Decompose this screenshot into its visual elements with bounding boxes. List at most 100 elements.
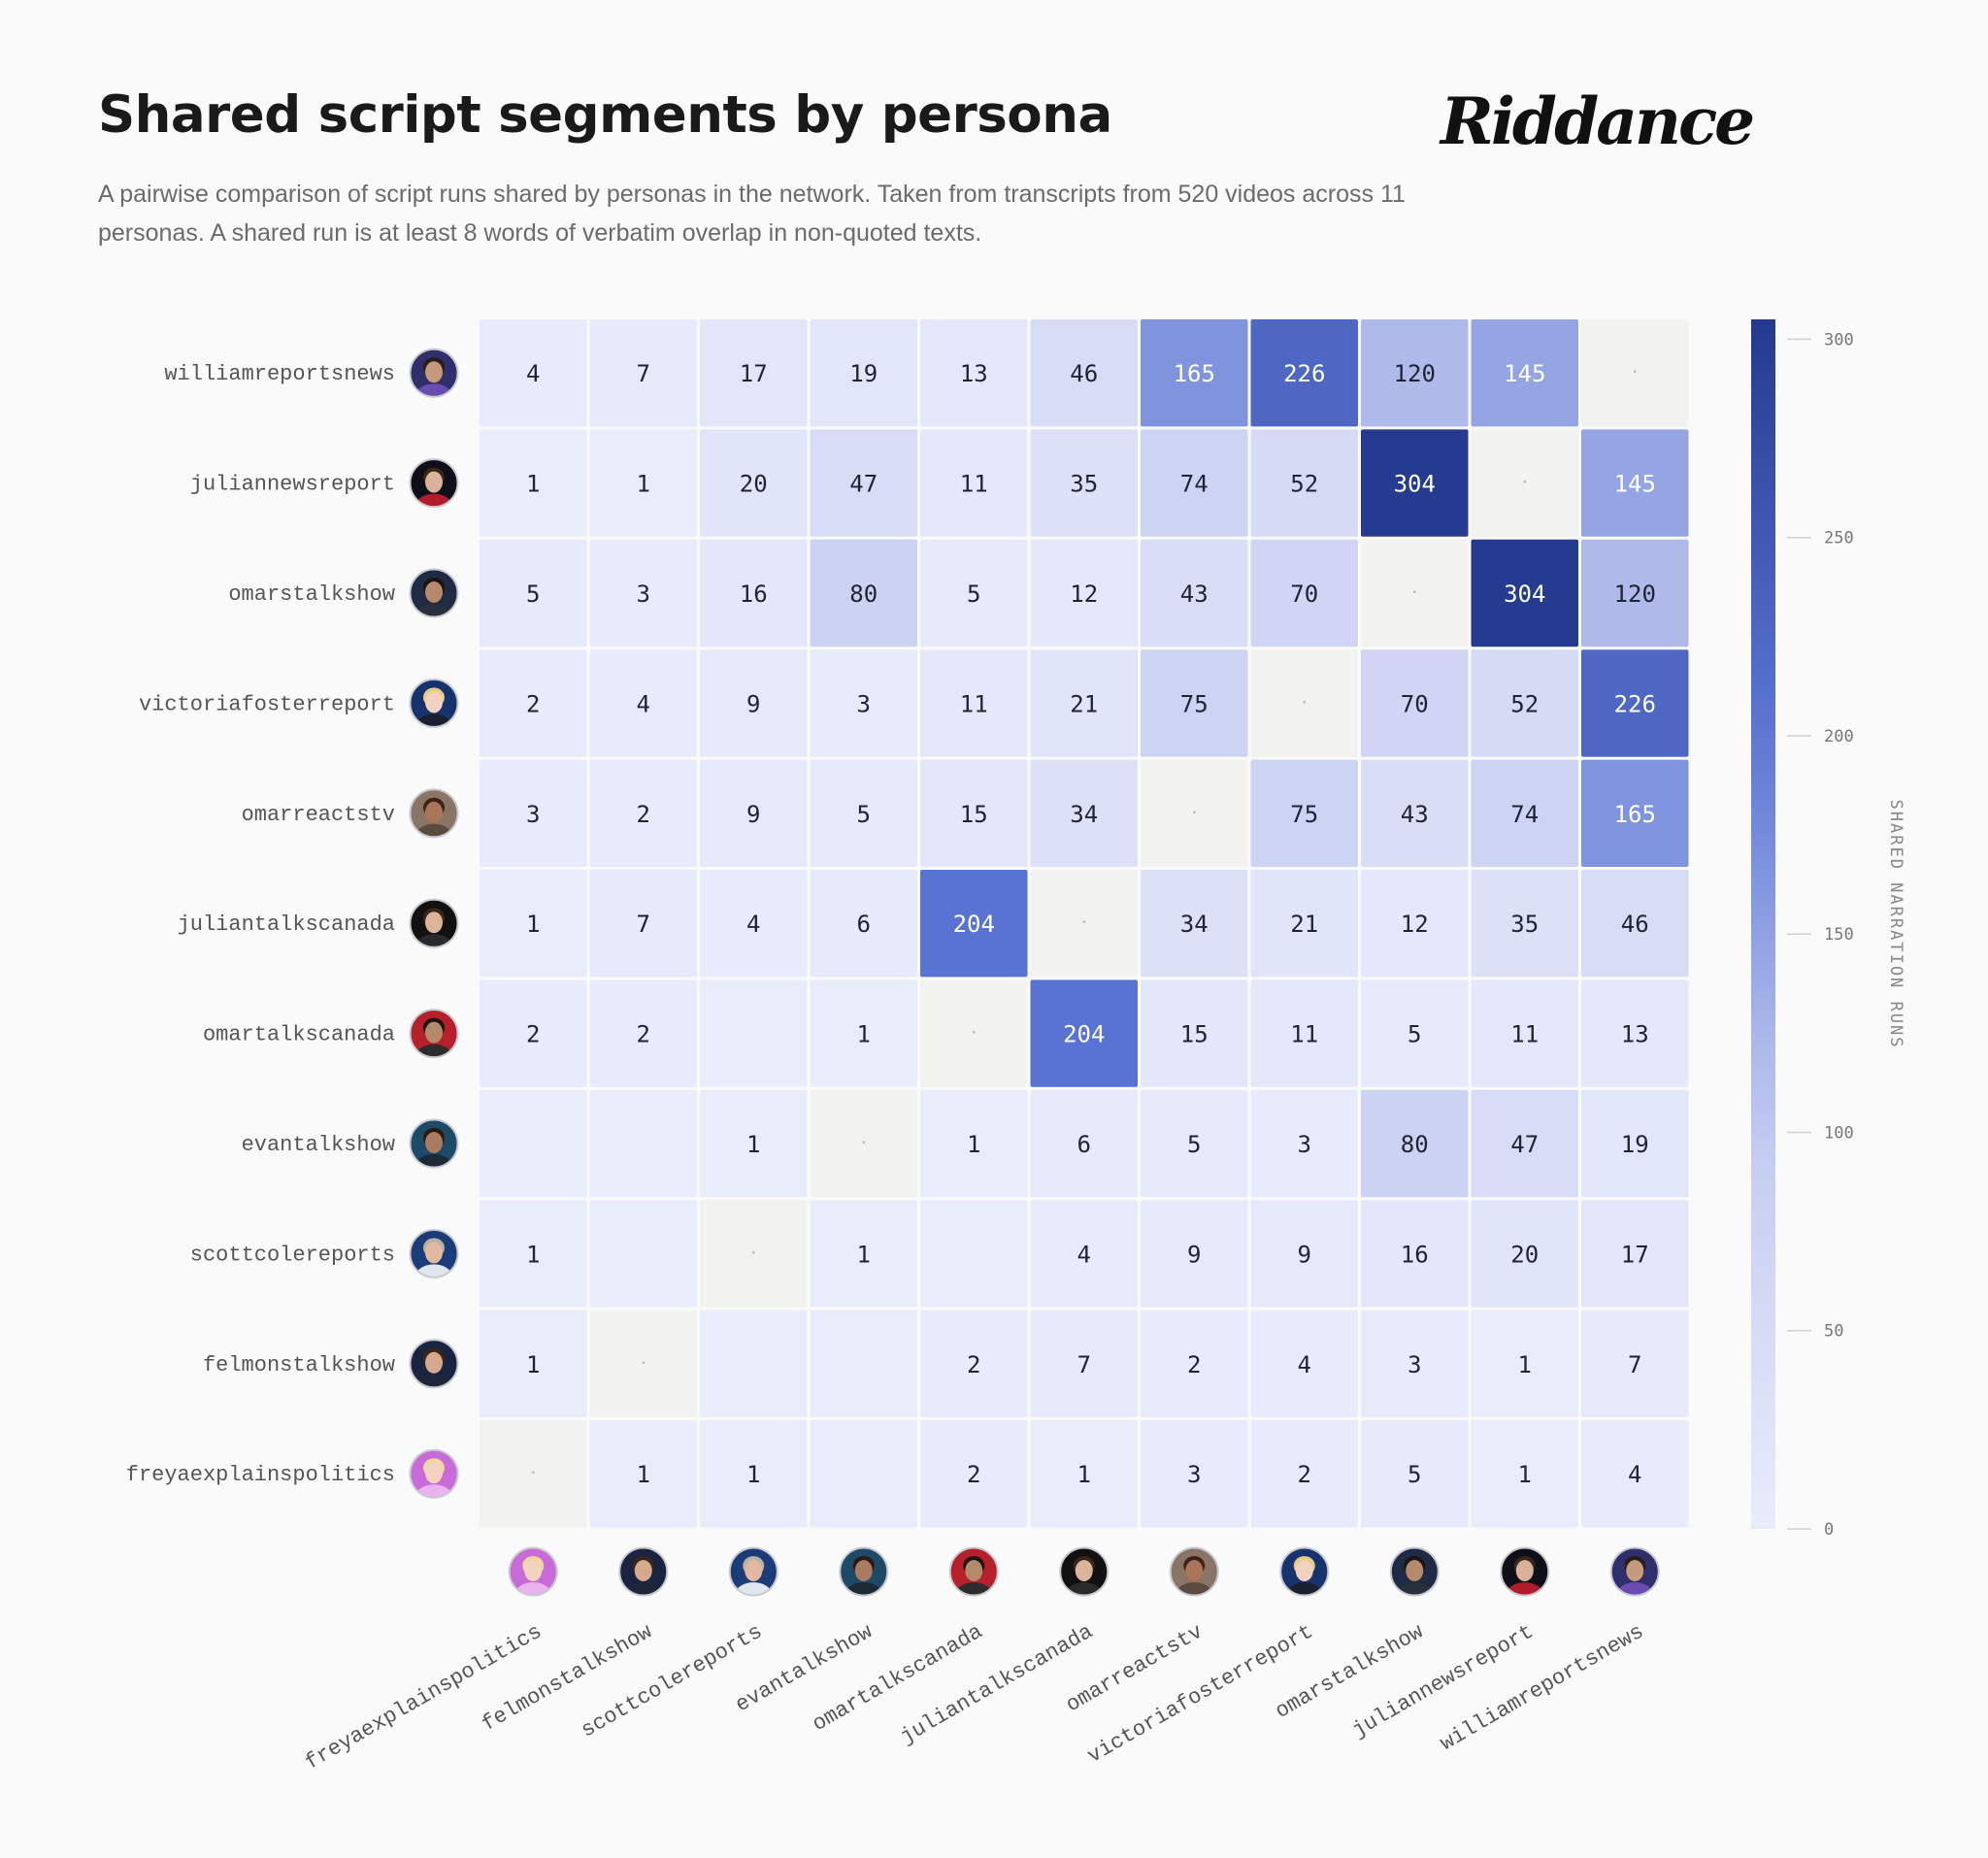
heatmap-cell [1471,429,1578,537]
heatmap-cell [1471,1420,1578,1528]
heatmap-cell [1361,319,1469,427]
heatmap-cell [1141,979,1248,1087]
colorbar-tick-label: 0 [1824,1520,1834,1540]
heatmap-cell [1471,1089,1578,1198]
cell-value: 34 [1070,801,1098,828]
heatmap-cell [1361,649,1469,757]
heatmap-cell [1581,1310,1689,1417]
cell-value: 11 [1290,1021,1318,1048]
cell-value: 165 [1174,360,1215,387]
heatmap-cell [810,649,917,757]
heatmap-cell [480,979,587,1087]
cell-value: 1 [1518,1351,1532,1378]
cell-value: 3 [526,801,540,828]
cell-value: 4 [1628,1461,1641,1488]
heatmap-cell [1030,979,1138,1087]
heatmap-cell [700,319,808,427]
row-label: victoriafosterreport [139,692,395,716]
heatmap-cell [1250,1420,1358,1528]
heatmap-cell [1250,1310,1358,1417]
diagonal-marker: · [750,1241,756,1264]
heatmap-cell [589,319,697,427]
cell-value: 120 [1614,581,1656,608]
heatmap-cell [1250,870,1358,978]
heatmap-cell [480,870,587,978]
heatmap-cell [700,979,808,1087]
heatmap-cell [1030,1310,1138,1417]
cell-value: 5 [857,801,871,828]
colorbar-tick-label: 250 [1824,529,1854,548]
heatmap-cell [1030,539,1138,647]
heatmap-cell [810,759,917,867]
heatmap-cell [700,870,808,978]
heatmap-cell [1250,1089,1358,1198]
cell-value: 19 [1621,1131,1649,1158]
heatmap-cell [1141,759,1248,867]
avatar [409,458,459,509]
cell-value: 226 [1283,360,1325,387]
heatmap-cell [1030,870,1138,978]
heatmap-cell [1361,539,1469,647]
cell-value: 43 [1401,801,1429,828]
cell-value: 145 [1614,471,1656,498]
heatmap-cell [700,1310,808,1417]
diagonal-marker: · [1632,360,1638,383]
cell-value: 7 [637,911,650,938]
cell-value: 1 [637,471,650,498]
diagonal-marker: · [530,1461,536,1484]
cell-value: 3 [637,581,650,608]
cell-value: 34 [1180,911,1209,938]
avatar [409,1228,459,1278]
cell-value: 165 [1614,801,1656,828]
heatmap-cell [1141,1200,1248,1308]
cell-value: 16 [1401,1241,1429,1268]
heatmap-cell [920,429,1028,537]
cell-value: 4 [526,360,540,387]
cell-value: 120 [1394,360,1436,387]
heatmap-cell [1471,539,1578,647]
cell-value: 1 [746,1461,760,1488]
cell-value: 2 [1187,1351,1201,1378]
cell-value: 3 [857,690,871,717]
cell-value: 204 [953,911,995,938]
heatmap-cell [1141,1310,1248,1417]
heatmap-cell [810,539,917,647]
cell-value: 1 [526,1241,540,1268]
heatmap-cell [700,1089,808,1198]
heatmap-cell [589,870,697,978]
row-label: felmonstalkshow [203,1353,395,1377]
cell-value: 9 [1187,1241,1201,1268]
column-label: juliannewsreport [1348,1619,1538,1742]
cell-value: 20 [1510,1241,1539,1268]
cell-value: 74 [1180,471,1209,498]
cell-value: 2 [967,1461,980,1488]
diagonal-marker: · [971,1021,977,1045]
heatmap-cell [480,539,587,647]
cell-value: 2 [637,801,650,828]
diagonal-marker: · [861,1131,867,1154]
heatmap-cell [1361,979,1469,1087]
heatmap-cell [1581,319,1689,427]
heatmap-cell [1141,649,1248,757]
cell-value: 5 [1408,1021,1421,1048]
heatmap-cell [1030,429,1138,537]
heatmap-cell [1361,870,1469,978]
heatmap-cell [1250,429,1358,537]
heatmap-cell [920,870,1028,978]
heatmap-cell [1471,649,1578,757]
heatmap-cell [1581,429,1689,537]
avatar [1279,1546,1330,1597]
row-label: juliantalkscanada [178,912,395,937]
cell-value: 15 [960,801,988,828]
cell-value: 35 [1510,911,1539,938]
row-label: williamreportsnews [164,362,395,386]
cell-value: 9 [746,690,760,717]
cell-value: 19 [849,360,878,387]
avatar [1059,1546,1110,1597]
heatmap-cell [589,429,697,537]
cell-value: 47 [1510,1131,1539,1158]
heatmap-cell [1361,429,1469,537]
cell-value: 1 [1077,1461,1091,1488]
cell-value: 3 [1187,1461,1201,1488]
heatmap-cell [480,1420,587,1528]
